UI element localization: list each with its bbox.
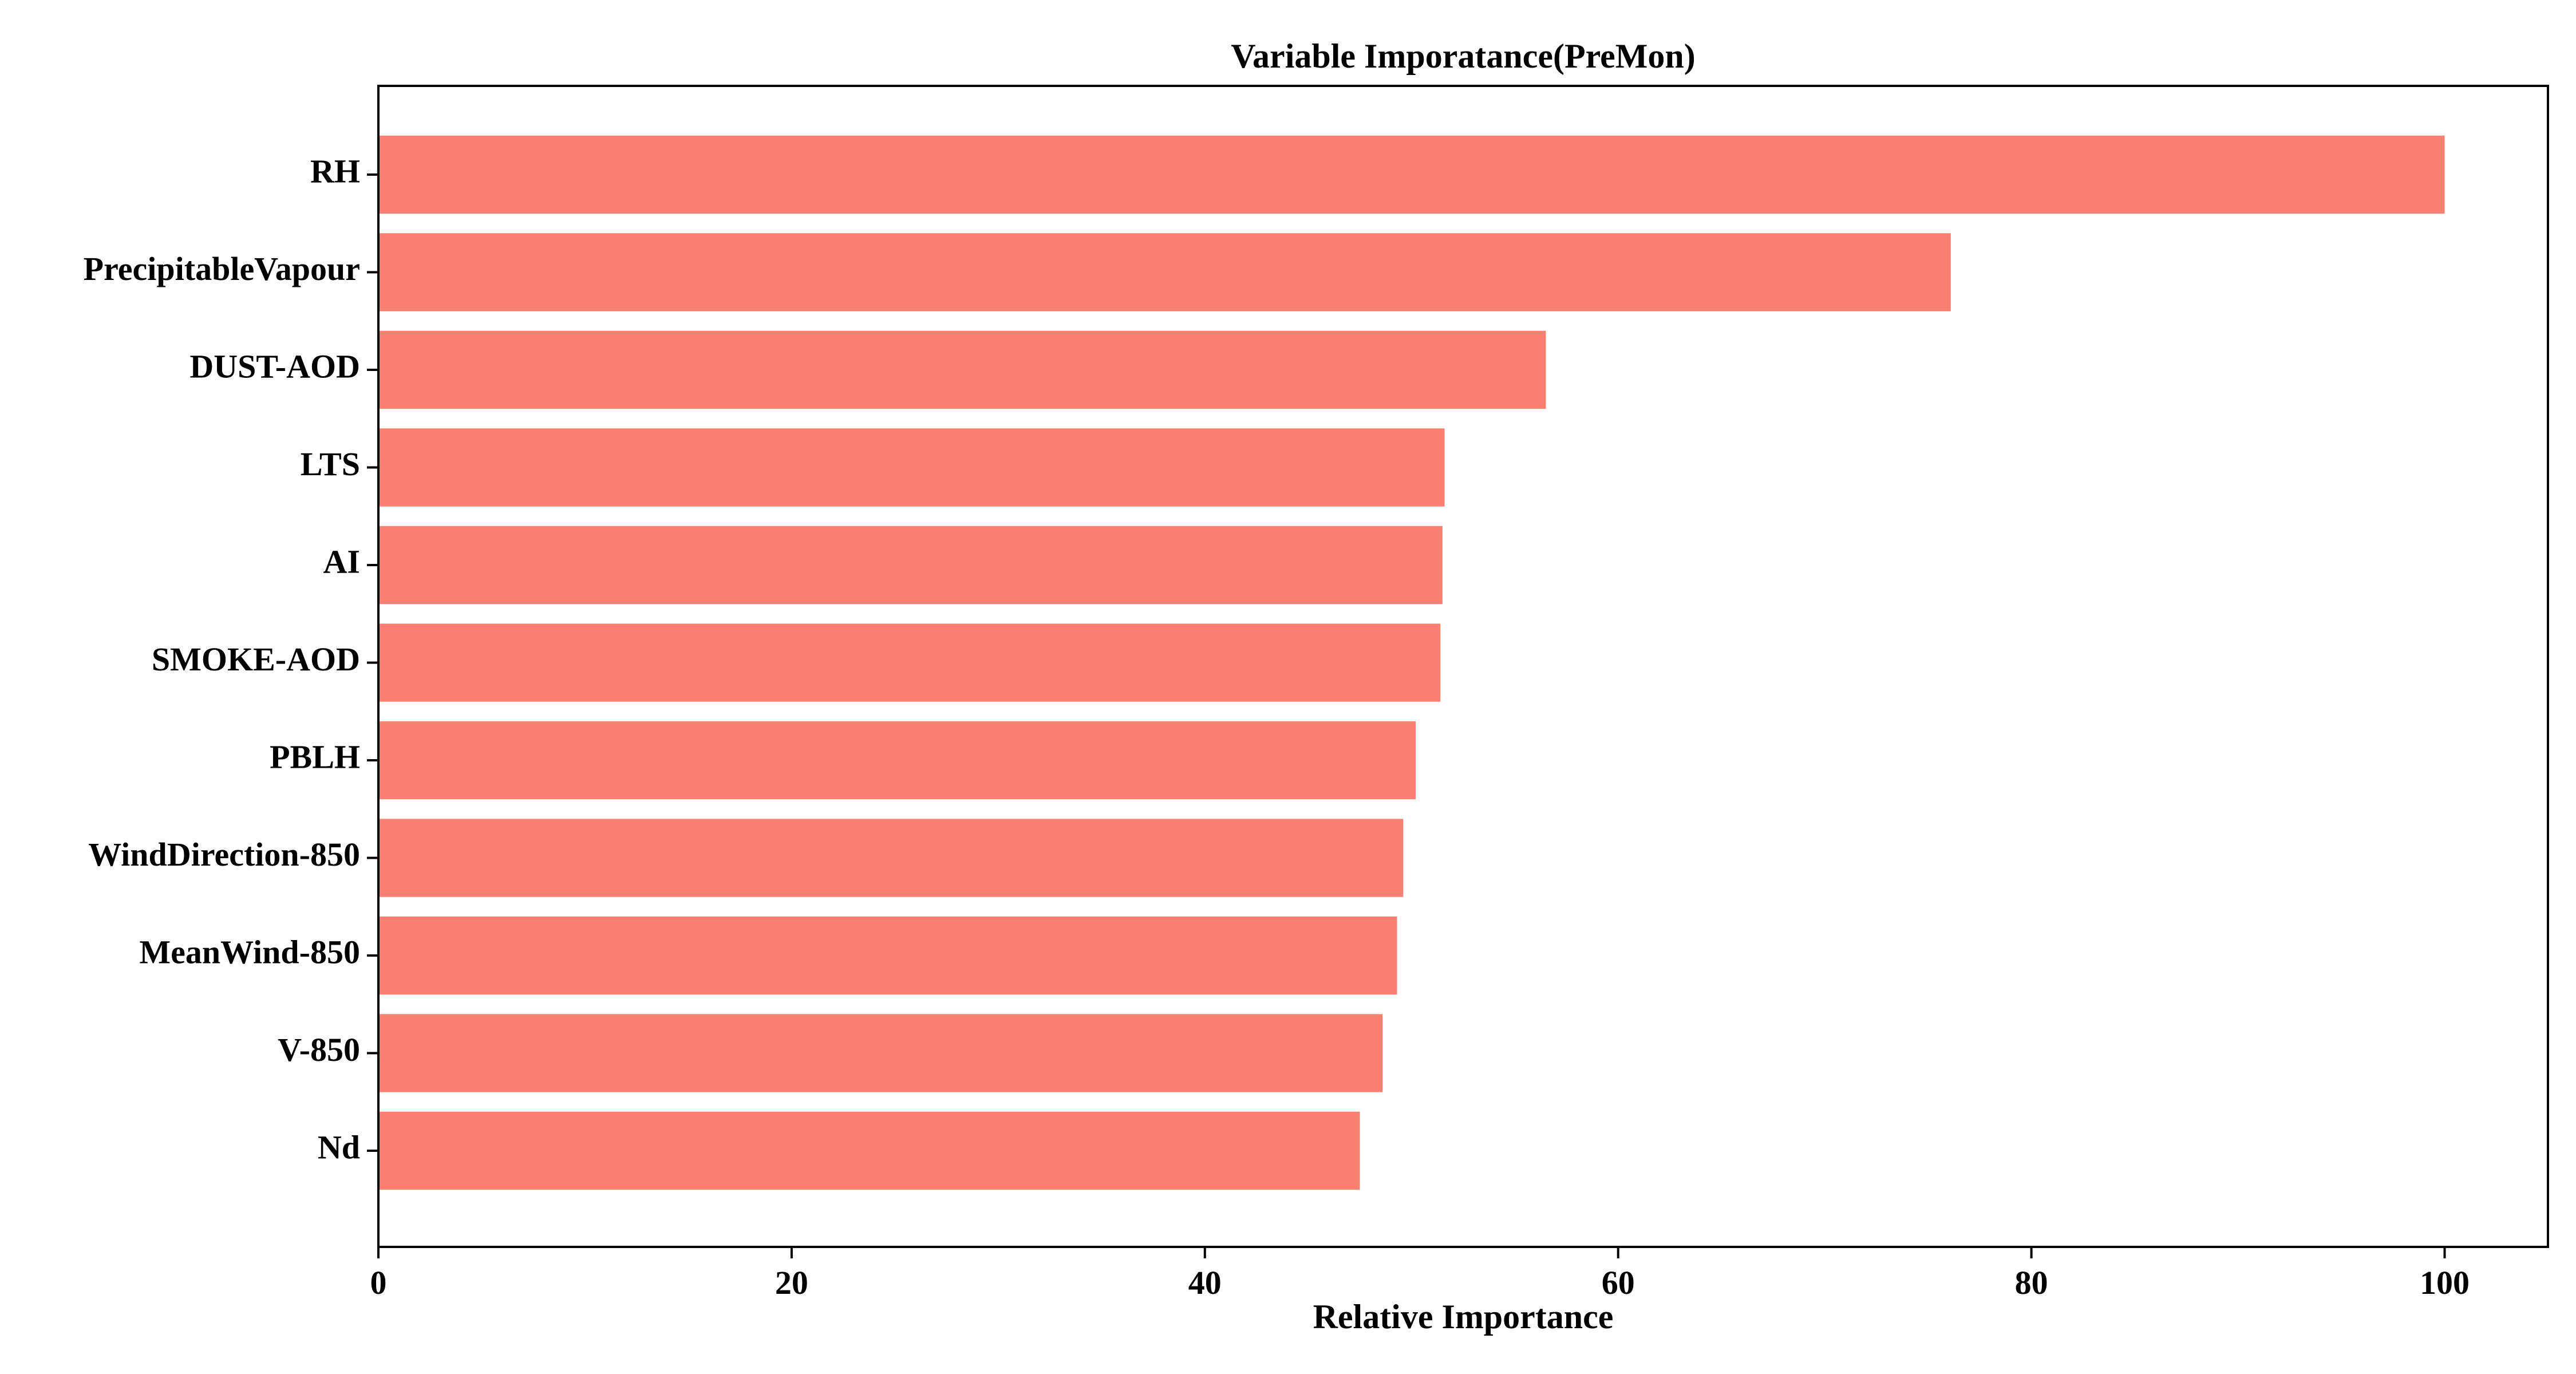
category-label: AI	[323, 543, 360, 580]
bar-dust-aod	[378, 330, 1546, 409]
bar-precipitablevapour	[378, 233, 1951, 311]
bar-lts	[378, 428, 1445, 507]
x-tick-label: 80	[2015, 1264, 2048, 1301]
category-label: SMOKE-AOD	[152, 641, 360, 678]
category-labels-group: RH PrecipitableVapour DUST-AOD LTS AI SMOKE-A…	[84, 152, 378, 1166]
bar-winddirection-850	[378, 819, 1404, 897]
category-label: PrecipitableVapour	[84, 250, 360, 287]
bar-ai	[378, 526, 1443, 605]
category-label: V-850	[278, 1031, 360, 1068]
bar-rh	[378, 135, 2445, 214]
plot-frame	[377, 85, 2549, 1248]
x-tick-label: 60	[1602, 1264, 1635, 1301]
x-axis-label: Relative Importance	[1313, 1298, 1614, 1336]
category-label: WindDirection-850	[88, 836, 360, 873]
category-label: PBLH	[270, 738, 360, 775]
x-tick-label: 20	[775, 1264, 808, 1301]
x-tick-label: 40	[1188, 1264, 1222, 1301]
bar-nd	[378, 1111, 1360, 1190]
bars-group	[378, 135, 2445, 1190]
chart-title: Variable Imporatance(PreMon)	[1231, 37, 1696, 75]
category-label: RH	[310, 152, 360, 189]
x-tick-label: 0	[370, 1264, 387, 1301]
category-label: LTS	[301, 445, 360, 483]
bar-pblh	[378, 721, 1416, 800]
bar-meanwind-850	[378, 916, 1397, 995]
category-label: Nd	[318, 1128, 360, 1166]
bar-v-850	[378, 1014, 1383, 1092]
bar-smoke-aod	[378, 623, 1441, 702]
category-label: MeanWind-850	[139, 933, 360, 970]
x-ticks-group: 0 20 40 60 80 100	[370, 1247, 2470, 1301]
x-tick-label: 100	[2420, 1264, 2470, 1301]
category-label: DUST-AOD	[189, 348, 360, 385]
